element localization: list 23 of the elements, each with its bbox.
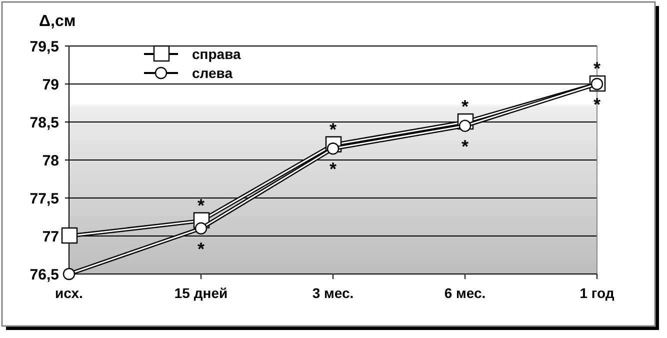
annotation: * — [197, 239, 205, 259]
x-tick-label: 1 год — [580, 285, 614, 301]
y-tick-label: 76,5 — [30, 266, 59, 284]
annotation: * — [461, 136, 469, 156]
legend-label: справа — [192, 46, 241, 62]
annotation: * — [593, 94, 601, 115]
y-tick-label: 78,5 — [30, 114, 59, 132]
y-tick-label: 79 — [42, 76, 59, 94]
annotation: * — [329, 159, 337, 180]
x-tick-label: 15 дней — [174, 285, 228, 301]
annotation: * — [593, 58, 601, 79]
legend-label: слева — [192, 64, 233, 81]
y-tick-label: 79,5 — [30, 38, 59, 56]
y-axis-title: Δ,см — [39, 13, 76, 30]
annotation: * — [461, 96, 469, 117]
x-tick-label: 6 мес. — [444, 285, 486, 301]
y-tick-label: 78 — [42, 152, 59, 170]
x-tick-label: исх. — [55, 285, 83, 301]
annotation: * — [329, 119, 337, 140]
y-tick-label: 77,5 — [30, 190, 59, 208]
x-tick-label: 3 мес. — [312, 285, 354, 301]
y-tick-label: 77 — [42, 228, 59, 246]
annotation: * — [197, 195, 205, 216]
